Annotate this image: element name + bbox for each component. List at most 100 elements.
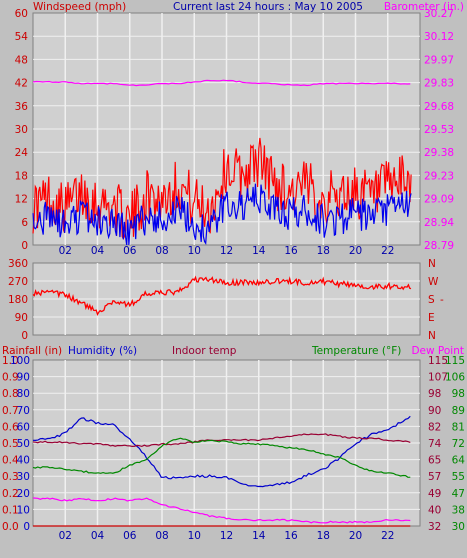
x-tick-label: 08 bbox=[155, 530, 168, 542]
humidity-tick-label: 0 bbox=[23, 521, 30, 533]
x-tick-label: 12 bbox=[220, 245, 233, 257]
barometer-tick-label: 28.79 bbox=[424, 240, 454, 252]
windspeed-tick-label: 48 bbox=[15, 54, 28, 66]
wind-average-series bbox=[32, 183, 412, 246]
rainfall-tick-label: 0.4 bbox=[2, 455, 19, 467]
temperature-right-tick-label: 115 bbox=[445, 355, 465, 367]
rainfall-tick-label: 0.0 bbox=[2, 521, 19, 533]
temperature-right-tick-label: 47 bbox=[452, 488, 465, 500]
compass-tick-label: S bbox=[428, 294, 435, 306]
humidity-tick-label: 60 bbox=[17, 421, 30, 433]
barometer-tick-label: 29.53 bbox=[424, 124, 454, 136]
rainfall-tick-label: 0.8 bbox=[2, 388, 19, 400]
direction-tick-label: 360 bbox=[8, 258, 28, 270]
x-tick-label: 06 bbox=[123, 245, 137, 257]
rainfall-tick-label: 0.3 bbox=[2, 471, 19, 483]
temperature-left-tick-label: 65 bbox=[428, 455, 441, 467]
x-tick-label: 14 bbox=[252, 530, 266, 542]
rainfall-axis-title: Rainfall (in) bbox=[2, 345, 62, 357]
windspeed-axis-title: Windspeed (mph) bbox=[33, 1, 126, 13]
humidity-tick-label: 30 bbox=[17, 471, 30, 483]
barometer-axis-title: Barometer (in.) bbox=[384, 1, 464, 13]
axis-tick-labels: 0202040406060808101012121414161618182020… bbox=[2, 8, 465, 542]
x-tick-label: 16 bbox=[284, 245, 298, 257]
humidity-tick-label: 40 bbox=[17, 455, 30, 467]
direction-separator: - bbox=[440, 294, 444, 306]
data-series bbox=[32, 79, 412, 527]
humidity-tick-label: 50 bbox=[17, 438, 30, 450]
barometer-tick-label: 29.23 bbox=[424, 170, 454, 182]
direction-tick-label: 90 bbox=[15, 312, 28, 324]
x-tick-label: 18 bbox=[317, 245, 330, 257]
temperature-right-tick-label: 38 bbox=[452, 504, 465, 516]
windspeed-tick-label: 36 bbox=[15, 101, 29, 113]
x-tick-label: 02 bbox=[59, 530, 72, 542]
rainfall-tick-label: 0.7 bbox=[2, 405, 19, 417]
rainfall-tick-label: 0.5 bbox=[2, 438, 19, 450]
chart-title: Current last 24 hours : May 10 2005 bbox=[173, 1, 363, 13]
x-tick-label: 14 bbox=[252, 245, 266, 257]
temperature-left-tick-label: 74 bbox=[428, 438, 442, 450]
barometer-tick-label: 30.27 bbox=[424, 8, 454, 20]
windspeed-tick-label: 60 bbox=[15, 8, 28, 20]
x-tick-label: 06 bbox=[123, 530, 137, 542]
humidity-tick-label: 70 bbox=[17, 405, 30, 417]
barometer-tick-label: 29.97 bbox=[424, 54, 454, 66]
temperature-left-tick-label: 40 bbox=[428, 504, 441, 516]
barometer-tick-label: 29.09 bbox=[424, 194, 454, 206]
x-tick-label: 08 bbox=[155, 245, 168, 257]
humidity-series bbox=[32, 415, 411, 488]
x-tick-label: 16 bbox=[284, 530, 298, 542]
humidity-tick-label: 90 bbox=[17, 372, 30, 384]
barometer-series bbox=[32, 79, 411, 87]
windspeed-tick-label: 0 bbox=[21, 240, 28, 252]
rainfall-tick-label: 0.9 bbox=[2, 372, 19, 384]
barometer-tick-label: 29.68 bbox=[424, 101, 454, 113]
compass-tick-label: N bbox=[428, 258, 436, 270]
temperature-right-tick-label: 64 bbox=[452, 455, 466, 467]
x-tick-label: 22 bbox=[381, 530, 394, 542]
temperature-right-tick-label: 89 bbox=[452, 405, 465, 417]
windspeed-tick-label: 18 bbox=[15, 170, 28, 182]
barometer-tick-label: 28.94 bbox=[424, 217, 454, 229]
windspeed-tick-label: 54 bbox=[15, 31, 29, 43]
wind-gust-series bbox=[32, 137, 412, 240]
barometer-tick-label: 29.83 bbox=[424, 78, 454, 90]
x-tick-label: 20 bbox=[349, 530, 362, 542]
direction-tick-label: 0 bbox=[21, 330, 28, 342]
windspeed-tick-label: 24 bbox=[15, 147, 29, 159]
temperature-left-tick-label: 107 bbox=[428, 372, 448, 384]
wind-direction-series bbox=[32, 275, 412, 316]
temperature-left-tick-label: 32 bbox=[428, 521, 441, 533]
compass-tick-label: N bbox=[428, 330, 436, 342]
temperature-axis-title: Temperature (°F) bbox=[311, 345, 401, 357]
humidity-tick-label: 100 bbox=[10, 355, 30, 367]
temperature-right-tick-label: 30 bbox=[452, 521, 465, 533]
temperature-left-tick-label: 90 bbox=[428, 405, 441, 417]
x-tick-label: 04 bbox=[91, 530, 105, 542]
humidity-tick-label: 10 bbox=[17, 504, 30, 516]
rainfall-tick-label: 0.2 bbox=[2, 488, 19, 500]
temperature-series bbox=[32, 437, 411, 478]
temperature-right-tick-label: 81 bbox=[452, 421, 465, 433]
temperature-left-tick-label: 98 bbox=[428, 388, 441, 400]
direction-tick-label: 270 bbox=[8, 276, 28, 288]
rainfall-tick-label: 1.0 bbox=[2, 355, 19, 367]
windspeed-tick-label: 6 bbox=[21, 217, 28, 229]
windspeed-tick-label: 12 bbox=[15, 194, 28, 206]
compass-tick-label: E bbox=[428, 312, 435, 324]
temperature-right-tick-label: 72 bbox=[452, 438, 465, 450]
x-tick-label: 02 bbox=[59, 245, 72, 257]
humidity-tick-label: 20 bbox=[17, 488, 30, 500]
dewpoint-series bbox=[32, 497, 411, 524]
barometer-tick-label: 30.12 bbox=[424, 31, 454, 43]
x-tick-label: 20 bbox=[349, 245, 362, 257]
indoor-temp-label: Indoor temp bbox=[172, 345, 237, 357]
temperature-left-tick-label: 57 bbox=[428, 471, 441, 483]
dewpoint-label: Dew Point bbox=[411, 345, 464, 357]
temperature-left-tick-label: 49 bbox=[428, 488, 441, 500]
barometer-tick-label: 29.38 bbox=[424, 147, 454, 159]
windspeed-tick-label: 42 bbox=[15, 78, 28, 90]
x-tick-label: 22 bbox=[381, 245, 394, 257]
